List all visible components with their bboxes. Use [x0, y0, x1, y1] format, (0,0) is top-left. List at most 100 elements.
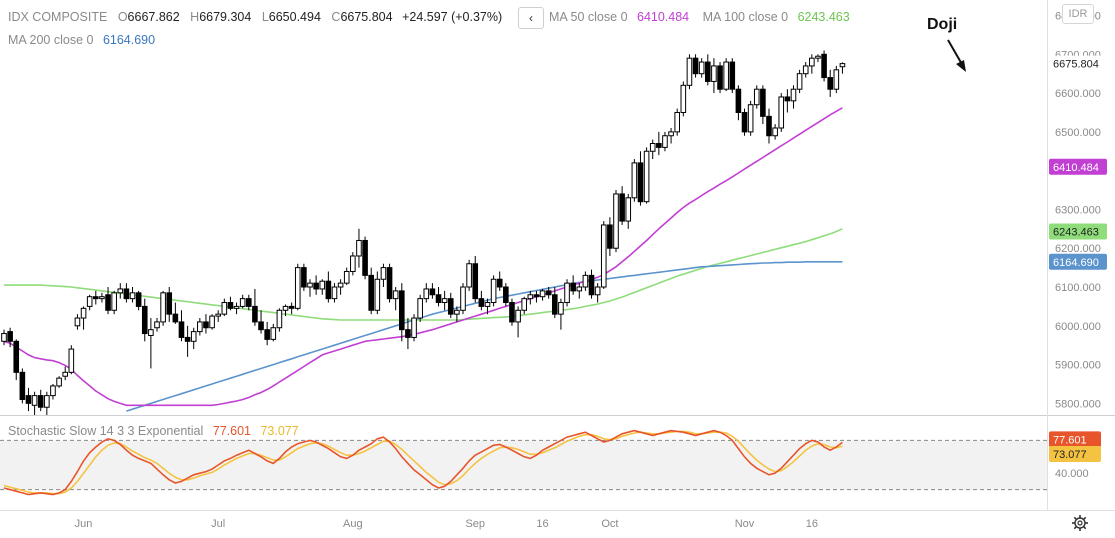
last-price-tag: 6675.804: [1053, 59, 1099, 71]
y-tick-label: 6100.000: [1055, 282, 1101, 294]
candle: [301, 267, 307, 288]
candle: [7, 331, 13, 342]
candle: [778, 96, 785, 129]
candle: [735, 88, 742, 113]
ma50-line: [3, 107, 843, 407]
candle: [454, 309, 460, 315]
candle: [619, 193, 625, 222]
candle: [423, 288, 430, 300]
y-tick-label: 5900.000: [1055, 360, 1101, 372]
candle: [809, 57, 815, 67]
candle: [815, 55, 821, 59]
x-tick-label: Aug: [343, 518, 363, 530]
x-tick-label: Oct: [601, 518, 618, 530]
candle: [490, 278, 497, 304]
candle: [307, 282, 313, 288]
doji-arrow-line: [947, 39, 964, 67]
candle: [821, 53, 827, 79]
candle: [56, 377, 62, 387]
candle: [484, 302, 491, 307]
candle: [772, 127, 778, 137]
x-tick-label: Jul: [211, 518, 225, 530]
candle: [350, 255, 356, 272]
candle: [239, 298, 246, 307]
candle: [582, 274, 589, 288]
candle: [570, 282, 576, 292]
oscillator-legend: Stochastic Slow 14 3 3 Exponential 77.60…: [8, 424, 299, 438]
candle: [435, 294, 442, 304]
candle: [386, 267, 393, 300]
ma50-value: 6410.484: [637, 10, 690, 24]
candle: [111, 292, 117, 311]
low-value: 6650.494: [268, 10, 321, 24]
candle: [209, 315, 215, 329]
y-tick-label: 6300.000: [1055, 204, 1101, 216]
candle: [472, 263, 479, 300]
candle: [478, 298, 485, 307]
candle: [227, 302, 234, 309]
candle: [50, 385, 56, 397]
candle: [44, 395, 50, 408]
candle: [99, 296, 105, 300]
oscillator-label: Stochastic Slow 14 3 3 Exponential: [8, 424, 204, 438]
candle: [392, 290, 399, 300]
last-price-tag-bg: [1049, 55, 1107, 72]
candle: [331, 286, 338, 300]
candle: [417, 298, 423, 319]
candle: [625, 197, 632, 222]
candle: [692, 57, 699, 75]
ma200-value: 6164.690: [102, 33, 156, 47]
stoch-k-line: [3, 429, 843, 496]
candle: [172, 313, 179, 323]
candle: [374, 278, 381, 311]
candle: [533, 294, 540, 298]
candle: [80, 307, 87, 319]
close-label: C: [331, 10, 341, 24]
collapse-legend-button[interactable]: ‹: [518, 7, 544, 29]
candle: [460, 286, 466, 311]
candle: [252, 305, 258, 323]
price-pane: [0, 0, 1047, 415]
candle: [184, 336, 191, 342]
candle: [313, 282, 319, 290]
candle: [545, 290, 552, 296]
candle: [411, 317, 417, 338]
candle: [31, 395, 38, 406]
ma50-price-tag: 6410.484: [1053, 162, 1099, 174]
candle: [827, 77, 834, 90]
doji-arrow-head: [956, 60, 966, 72]
stoch-d-value: 73.077: [260, 424, 299, 438]
candle: [105, 294, 111, 311]
candle: [558, 302, 564, 315]
open-value: 6667.862: [127, 10, 180, 24]
candle: [93, 296, 99, 300]
low-label: L: [261, 10, 269, 24]
candle: [466, 263, 472, 288]
candle: [264, 329, 270, 340]
candle: [319, 280, 326, 290]
candle: [246, 298, 252, 307]
candle: [356, 239, 362, 257]
candle: [190, 331, 197, 342]
currency-button[interactable]: IDR: [1062, 4, 1094, 24]
candle: [552, 294, 558, 315]
candle: [698, 61, 705, 75]
candle: [276, 309, 283, 329]
x-tick-label: 16: [536, 518, 548, 530]
close-value: 6675.804: [340, 10, 393, 24]
candle: [325, 280, 332, 300]
chevron-left-icon: ‹: [529, 11, 533, 25]
ma200-price-tag-bg: [1049, 253, 1107, 270]
candle: [368, 274, 374, 311]
symbol-name: IDX COMPOSITE: [8, 10, 108, 24]
candle: [509, 302, 515, 323]
settings-gear-icon[interactable]: [1070, 513, 1090, 533]
candle: [631, 162, 638, 199]
candle: [429, 288, 436, 296]
candle: [833, 69, 840, 90]
price-series-group: [1, 50, 846, 415]
high-label: H: [190, 10, 200, 24]
candle: [233, 305, 240, 309]
ma100-price-tag-bg: [1049, 223, 1107, 240]
